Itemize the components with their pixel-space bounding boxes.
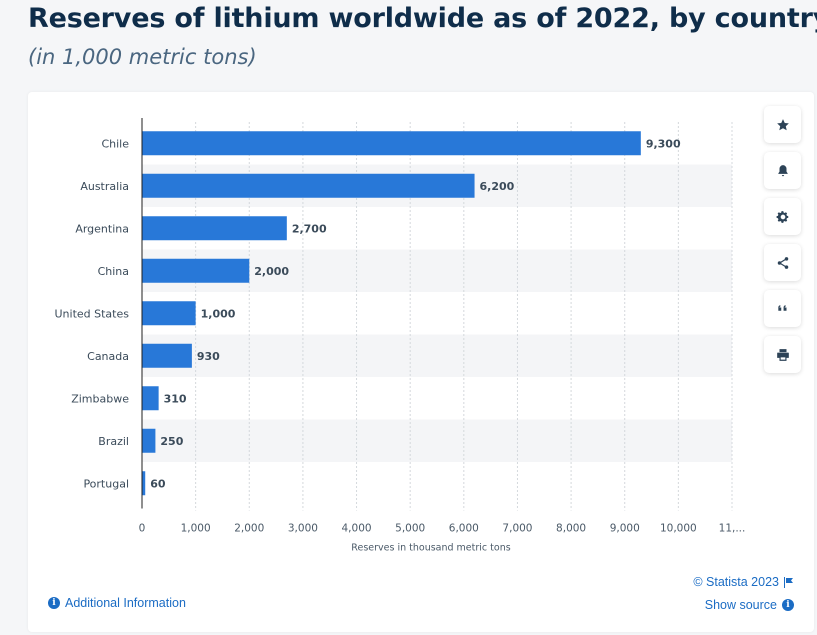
x-tick-label: 4,000 — [342, 523, 372, 535]
settings-button[interactable] — [764, 198, 801, 235]
category-label: Brazil — [98, 435, 129, 448]
value-label: 2,700 — [292, 222, 327, 235]
value-label: 250 — [160, 435, 183, 448]
value-label: 1,000 — [201, 307, 236, 320]
x-axis-title: Reserves in thousand metric tons — [351, 543, 510, 554]
value-label: 2,000 — [254, 265, 289, 278]
category-label: Canada — [87, 350, 129, 363]
row-band — [142, 419, 732, 462]
copyright-label: © Statista 2023 — [693, 575, 779, 589]
x-tick-label: 3,000 — [288, 523, 318, 535]
show-source-label: Show source — [704, 598, 777, 612]
bar — [142, 386, 159, 411]
category-label: Argentina — [75, 222, 129, 235]
page-title: Reserves of lithium worldwide as of 2022… — [28, 3, 817, 34]
row-band — [142, 334, 732, 377]
share-icon — [777, 256, 788, 269]
statista-copyright-link[interactable]: © Statista 2023 — [693, 575, 794, 589]
bar-chart: Chile 9,300 Australia 6,200 Argentina 2,700 Ch… — [55, 118, 746, 554]
value-label: 6,200 — [480, 180, 515, 193]
bar — [142, 216, 287, 241]
category-label: United States — [55, 307, 130, 320]
category-label: Chile — [101, 137, 129, 150]
value-label: 310 — [164, 392, 187, 405]
star-icon — [776, 118, 789, 130]
bar — [142, 301, 196, 326]
cite-button[interactable] — [764, 290, 801, 327]
print-button[interactable] — [764, 336, 801, 373]
info-icon: i — [782, 599, 794, 611]
bar — [142, 131, 641, 156]
x-tick-label: 11,... — [719, 523, 746, 535]
chart-card: Chile 9,300 Australia 6,200 Argentina 2,700 Ch… — [28, 92, 814, 632]
bell-icon — [777, 164, 788, 176]
quote-icon — [777, 304, 786, 311]
x-tick-label: 5,000 — [395, 523, 425, 535]
x-tick-label: 2,000 — [234, 523, 264, 535]
info-icon: i — [48, 597, 60, 609]
bar — [142, 173, 475, 198]
bar — [142, 343, 192, 368]
x-tick-label: 8,000 — [556, 523, 586, 535]
printer-icon — [776, 348, 789, 361]
x-tick-label: 7,000 — [502, 523, 532, 535]
x-tick-label: 0 — [139, 523, 146, 535]
additional-information-label: Additional Information — [65, 596, 186, 610]
category-label: China — [98, 265, 129, 278]
bar — [142, 258, 250, 283]
favorite-button[interactable] — [764, 106, 801, 143]
category-label: Australia — [80, 180, 129, 193]
value-label: 930 — [197, 350, 220, 363]
flag-icon — [784, 576, 793, 588]
x-tick-label: 6,000 — [449, 523, 479, 535]
share-button[interactable] — [764, 244, 801, 281]
notification-button[interactable] — [764, 152, 801, 189]
gear-icon — [776, 210, 788, 223]
value-label: 9,300 — [646, 137, 681, 150]
additional-information-link[interactable]: i Additional Information — [48, 596, 186, 610]
page-subtitle: (in 1,000 metric tons) — [28, 45, 257, 69]
category-label: Portugal — [83, 477, 129, 490]
x-tick-label: 1,000 — [181, 523, 211, 535]
x-tick-label: 10,000 — [660, 523, 697, 535]
x-tick-label: 9,000 — [610, 523, 640, 535]
bar — [142, 428, 156, 453]
value-label: 60 — [150, 477, 166, 490]
show-source-link[interactable]: Show source i — [705, 598, 794, 612]
category-label: Zimbabwe — [71, 392, 129, 405]
bar — [142, 471, 146, 496]
